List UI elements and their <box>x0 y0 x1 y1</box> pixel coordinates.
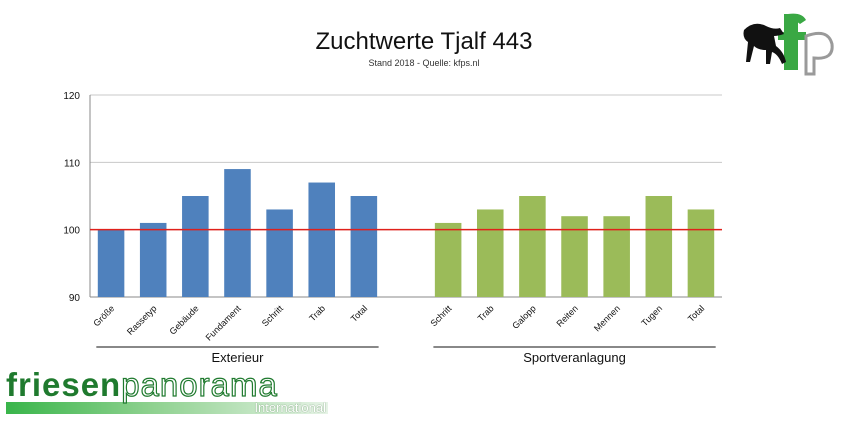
brand-name: friesenpanorama <box>6 365 278 404</box>
x-tick-label: Trab <box>476 303 496 323</box>
bar <box>350 196 378 297</box>
x-tick-label: Total <box>686 303 707 324</box>
bar <box>603 216 630 297</box>
bar <box>645 196 673 297</box>
bar <box>97 229 125 297</box>
x-tick-label: Galopp <box>510 303 538 331</box>
kfp-logo: kfp <box>736 10 840 78</box>
y-tick-label: 100 <box>63 226 80 237</box>
brand-sub: International <box>254 400 326 415</box>
brand-name-light: panorama <box>121 365 278 403</box>
bar <box>687 209 715 297</box>
bar <box>434 222 462 297</box>
kfp-horse-logo-icon <box>743 13 834 76</box>
y-tick-label: 110 <box>64 158 80 169</box>
bar <box>308 182 336 297</box>
x-tick-label: Trab <box>307 303 327 323</box>
x-tick-label: Schritt <box>260 303 285 328</box>
x-tick-label: Rassetyp <box>125 303 159 337</box>
x-tick-label: Tugen <box>639 303 664 328</box>
x-tick-label: Reiten <box>554 303 579 328</box>
brand-bar <box>6 402 328 414</box>
x-tick-label: Schritt <box>428 303 453 328</box>
bar <box>224 169 251 297</box>
x-tick-label: Gebäude <box>167 303 200 336</box>
x-tick-label: Mennen <box>592 303 622 333</box>
bar <box>519 196 546 297</box>
page-title: Zuchtwerte Tjalf 443 <box>315 28 533 55</box>
brand-name-bold: friesen <box>6 366 122 403</box>
group-label: Exterieur <box>211 350 264 365</box>
x-tick-label: Fundament <box>204 303 244 343</box>
bar <box>139 222 167 297</box>
bar <box>476 209 504 297</box>
brand-logo: friesenpanorama International <box>6 365 336 418</box>
x-tick-label: Total <box>349 303 370 324</box>
bar <box>266 209 293 297</box>
bar <box>561 216 588 297</box>
y-tick-label: 90 <box>69 293 81 304</box>
page-subtitle: Stand 2018 - Quelle: kfps.nl <box>368 58 480 68</box>
bar <box>182 196 209 297</box>
y-tick-label: 120 <box>63 91 80 102</box>
group-label: Sportveranlagung <box>523 350 626 365</box>
x-tick-label: Größe <box>91 303 116 328</box>
